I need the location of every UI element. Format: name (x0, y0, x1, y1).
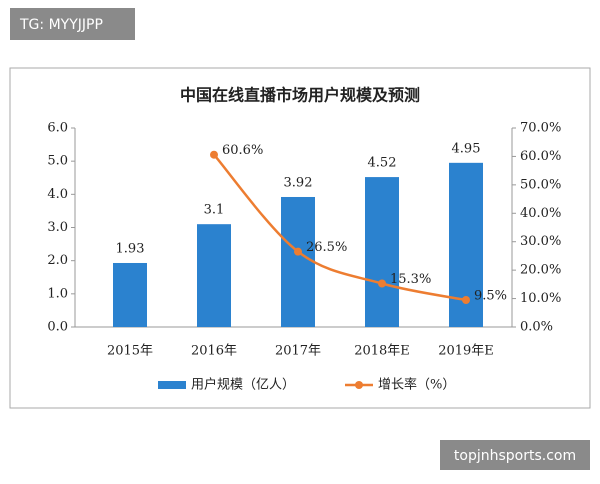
x-tick-label: 2019年E (438, 344, 494, 359)
y-tick-label: 3.0 (47, 220, 68, 235)
chart-title: 中国在线直播市场用户规模及预测 (180, 86, 420, 105)
line (213, 153, 467, 302)
y-tick-label: 6.0 (47, 121, 68, 136)
y2-tick-label: 0.0% (520, 320, 553, 335)
y2-tick-label: 30.0% (520, 234, 561, 249)
line-marker (378, 279, 386, 288)
legend-label: 增长率（%） (378, 377, 455, 393)
y2-tick-label: 20.0% (520, 263, 561, 278)
x-tick-label: 2016年 (191, 344, 237, 359)
line-value-label: 15.3% (390, 272, 431, 287)
tag-text: TG: MYYJJPP (19, 17, 103, 33)
x-tick-label: 2015年 (107, 344, 153, 359)
line-value-label: 9.5% (474, 288, 507, 303)
legend-marker (355, 381, 363, 389)
bar-value-label: 3.1 (204, 203, 225, 218)
line-marker (294, 247, 302, 256)
bar-value-label: 4.52 (368, 156, 397, 171)
line-value-label: 60.6% (222, 143, 263, 158)
bar-value-label: 3.92 (284, 175, 313, 190)
y-tick-label: 0.0 (47, 320, 68, 335)
x-tick-label: 2017年 (275, 344, 321, 359)
bar-value-label: 1.93 (116, 241, 145, 256)
y2-tick-label: 10.0% (520, 291, 561, 306)
bar (197, 224, 231, 327)
line-value-label: 26.5% (306, 240, 347, 255)
y2-tick-label: 60.0% (520, 149, 561, 164)
x-tick-label: 2018年E (354, 344, 410, 359)
y-tick-label: 2.0 (47, 253, 68, 268)
y2-tick-label: 40.0% (520, 206, 561, 221)
site-text: topjnhsports.com (454, 448, 576, 464)
y-tick-label: 4.0 (47, 187, 68, 202)
site-box (440, 440, 590, 470)
bar (365, 177, 399, 327)
line-marker (210, 150, 218, 159)
y-tick-label: 1.0 (47, 286, 68, 301)
legend-label: 用户规模（亿人） (191, 377, 295, 393)
bar-value-label: 4.95 (452, 141, 481, 156)
bar (113, 262, 147, 327)
legend-swatch (158, 381, 186, 389)
y2-tick-label: 70.0% (520, 121, 561, 136)
line-marker (462, 295, 470, 304)
tag-box (10, 8, 135, 40)
bar (281, 196, 315, 327)
y2-tick-label: 50.0% (520, 177, 561, 192)
y-tick-label: 5.0 (47, 154, 68, 169)
